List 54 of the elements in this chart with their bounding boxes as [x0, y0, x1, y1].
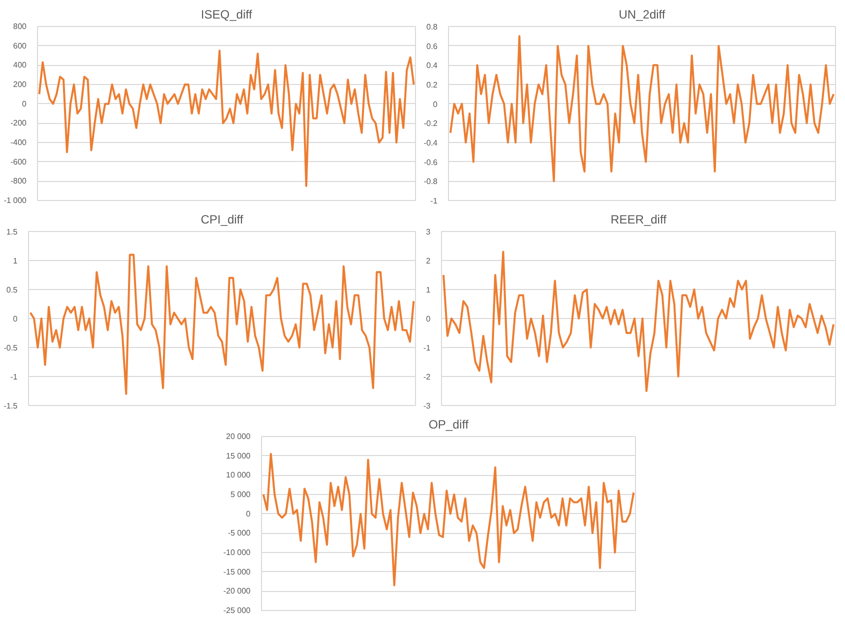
y-tick-label: 0.2: [426, 80, 438, 90]
y-tick-label: -400: [10, 138, 28, 147]
line-series: [442, 250, 835, 392]
y-tick-label: -20 000: [223, 586, 252, 596]
y-tick-label: -1: [10, 372, 18, 382]
y-tick-label: 0: [246, 509, 252, 518]
y-tick-label: 10 000: [226, 470, 252, 480]
y-tick-label: 2: [426, 256, 432, 266]
line-series: [38, 50, 415, 187]
y-tick-label: 0.8: [426, 22, 438, 32]
y-tick-label: 400: [13, 60, 28, 70]
y-tick-label: 15 000: [226, 451, 252, 460]
y-tick-label: -0.8: [424, 177, 438, 186]
y-tick-label: -800: [10, 176, 28, 186]
y-tick-label: -10 000: [223, 548, 252, 557]
y-tick-label: 800: [13, 22, 28, 31]
y-tick-label: 0: [433, 100, 438, 109]
y-tick-label: -1: [430, 196, 438, 206]
y-tick-label: -0.2: [424, 119, 438, 128]
y-tick-label: 1: [13, 256, 18, 266]
y-tick-label: -0.6: [424, 158, 438, 167]
y-tick-label: -600: [10, 157, 28, 166]
y-tick-label: 1: [426, 286, 432, 294]
line-series: [449, 35, 835, 182]
y-tick-label: 600: [13, 41, 28, 50]
y-tick-label: 1.5: [6, 228, 18, 236]
y-tick-label: -15 000: [223, 567, 252, 576]
chart-title: CPI_diff: [200, 212, 244, 226]
chart-title: OP_diff: [428, 418, 470, 432]
y-tick-label: -3: [423, 402, 432, 410]
y-tick-label: 0.5: [6, 286, 18, 294]
y-tick-label: -200: [10, 118, 28, 128]
y-tick-label: -1 000: [4, 196, 28, 205]
y-tick-label: -25 000: [223, 606, 252, 615]
line-series: [29, 254, 415, 395]
y-tick-label: -0.5: [4, 344, 18, 352]
y-tick-label: 0.4: [426, 61, 438, 70]
y-tick-label: 0: [13, 314, 18, 324]
y-tick-label: -0.4: [424, 138, 438, 148]
y-tick-label: -2: [423, 372, 432, 382]
y-tick-label: 200: [13, 80, 28, 89]
chart-title: UN_2diff: [618, 8, 666, 22]
y-tick-label: 0.6: [426, 42, 438, 51]
y-tick-label: 5 000: [230, 490, 252, 499]
y-tick-label: 20 000: [226, 432, 252, 441]
y-tick-label: 3: [426, 228, 432, 236]
line-series: [262, 452, 635, 586]
y-tick-label: 0: [22, 99, 28, 108]
y-tick-label: 0: [426, 314, 432, 324]
y-tick-label: -1: [423, 344, 432, 352]
y-tick-label: -1.5: [4, 402, 18, 410]
y-tick-label: -5 000: [228, 528, 252, 538]
chart-title: REER_diff: [610, 212, 668, 226]
chart-title: ISEQ_diff: [200, 8, 253, 22]
